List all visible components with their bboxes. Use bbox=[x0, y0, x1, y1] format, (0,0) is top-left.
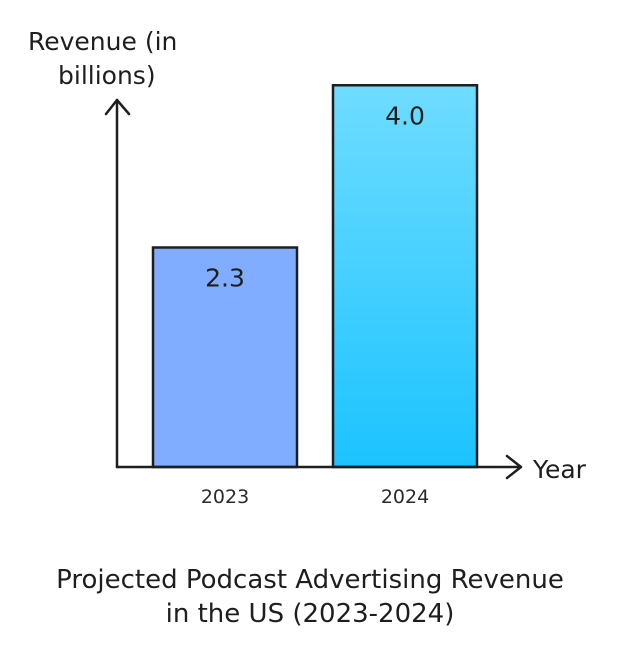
bars-group: 2.3 4.0 bbox=[151, 84, 479, 469]
bar-2023 bbox=[151, 246, 299, 469]
y-axis-arrowhead bbox=[104, 98, 131, 116]
value-label-2024: 4.0 bbox=[385, 101, 425, 130]
x-tick-label-2023: 2023 bbox=[201, 486, 249, 508]
x-axis-arrowhead bbox=[505, 454, 523, 480]
y-axis-label-line-2: billions) bbox=[58, 61, 156, 90]
bar-2024 bbox=[331, 84, 479, 469]
x-tick-labels: 2023 2024 bbox=[201, 486, 429, 508]
x-tick-label-2024: 2024 bbox=[381, 486, 429, 508]
y-axis-label-line-1: Revenue (in bbox=[28, 27, 177, 56]
chart-title-line-1: Projected Podcast Advertising Revenue bbox=[56, 565, 564, 595]
value-label-2023: 2.3 bbox=[205, 264, 245, 293]
chart-title-line-2: in the US (2023-2024) bbox=[166, 599, 455, 629]
x-axis-label: Year bbox=[532, 455, 587, 484]
